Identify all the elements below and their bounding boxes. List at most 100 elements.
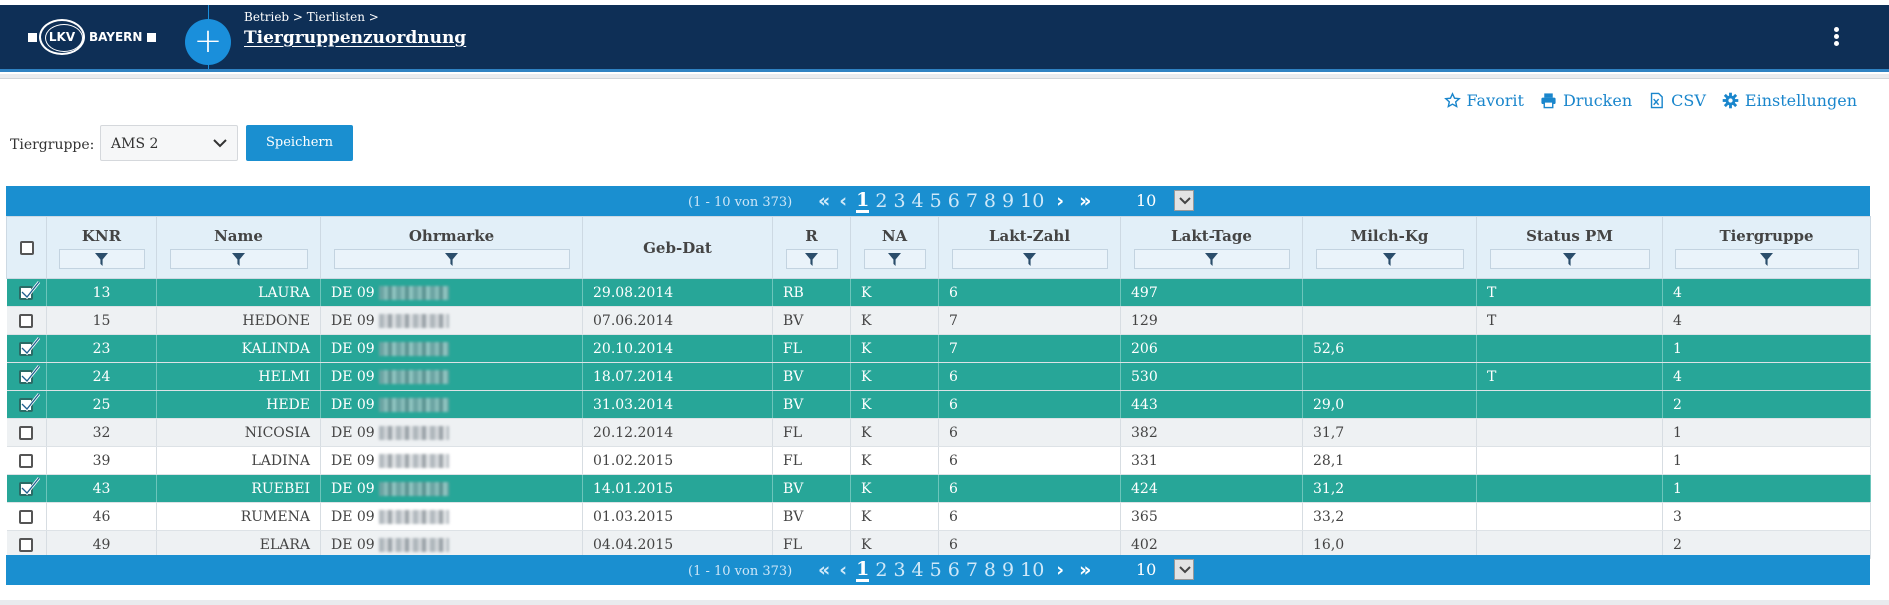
drucken-action[interactable]: Drucken xyxy=(1540,91,1632,110)
page-link[interactable]: 7 xyxy=(965,190,978,212)
einstellungen-action[interactable]: Einstellungen xyxy=(1722,91,1857,110)
last-page-icon[interactable]: » xyxy=(1079,559,1092,581)
page-link[interactable]: 2 xyxy=(875,190,888,212)
cell-na-value: K xyxy=(861,452,872,469)
filter-knr[interactable] xyxy=(58,249,145,269)
page-size-value: 10 xyxy=(1136,560,1157,579)
table-row[interactable]: 25 HEDE DE 09 31.03.2014 BV K 6 443 29,0 2 xyxy=(6,390,1871,419)
cell-ohrmarke: DE 09 xyxy=(320,362,583,391)
cell-status-value: T xyxy=(1487,368,1497,385)
row-checkbox[interactable] xyxy=(19,336,41,356)
table-row[interactable]: 15 HEDONE DE 09 07.06.2014 BV K 7 129 T 4 xyxy=(6,306,1871,335)
col-knr[interactable]: KNR xyxy=(46,216,157,279)
table-row[interactable]: 43 RUEBEI DE 09 14.01.2015 BV K 6 424 31,2 1 xyxy=(6,474,1871,503)
last-page-icon[interactable]: » xyxy=(1079,190,1092,212)
page-link[interactable]: 2 xyxy=(875,559,888,581)
page-link[interactable]: 10 xyxy=(1020,190,1045,212)
page-link[interactable]: 6 xyxy=(947,190,960,212)
col-gebdat[interactable]: Geb-Dat xyxy=(582,216,773,279)
add-button[interactable]: + xyxy=(185,19,231,65)
cell-milch: 28,1 xyxy=(1302,446,1477,475)
row-checkbox[interactable] xyxy=(19,313,34,328)
lkv-logo[interactable]: LKV BAYERN xyxy=(28,17,157,57)
filter-tiergruppe[interactable] xyxy=(1674,249,1859,269)
breadcrumb[interactable]: Betrieb > Tierlisten > xyxy=(244,10,379,24)
tiergruppe-select[interactable]: AMS 2 xyxy=(100,125,238,161)
cell-ohrmarke: DE 09 xyxy=(320,306,583,335)
row-checkbox[interactable] xyxy=(19,392,41,412)
next-page-icon[interactable]: › xyxy=(1056,559,1065,581)
filter-milch[interactable] xyxy=(1315,249,1464,269)
table-row[interactable]: 13 LAURA DE 09 29.08.2014 RB K 6 497 T 4 xyxy=(6,278,1871,307)
next-page-icon[interactable]: › xyxy=(1056,190,1065,212)
col-laktzahl[interactable]: Lakt-Zahl xyxy=(938,216,1121,279)
page-link[interactable]: 6 xyxy=(947,559,960,581)
table-row[interactable]: 24 HELMI DE 09 18.07.2014 BV K 6 530 T 4 xyxy=(6,362,1871,391)
filter-r[interactable] xyxy=(785,249,838,269)
first-page-icon[interactable]: « xyxy=(818,559,831,581)
page-link[interactable]: 10 xyxy=(1020,559,1045,581)
filter-laktzahl[interactable] xyxy=(951,249,1108,269)
select-all-checkbox[interactable] xyxy=(19,240,34,255)
row-checkbox[interactable] xyxy=(19,453,34,468)
filter-status[interactable] xyxy=(1489,249,1650,269)
row-checkbox[interactable] xyxy=(19,425,34,440)
more-menu-icon[interactable] xyxy=(1828,25,1844,49)
page-link[interactable]: 4 xyxy=(911,559,924,581)
cell-ohrmarke-value: DE 09 xyxy=(331,340,375,357)
col-name[interactable]: Name xyxy=(156,216,321,279)
page-link[interactable]: 1 xyxy=(856,557,870,582)
page-link[interactable]: 4 xyxy=(911,190,924,212)
save-button[interactable]: Speichern xyxy=(246,125,353,161)
page-link[interactable]: 9 xyxy=(1002,559,1015,581)
row-checkbox[interactable] xyxy=(19,509,34,524)
page-link[interactable]: 8 xyxy=(983,559,997,581)
redacted-eartag xyxy=(378,537,449,552)
table-row[interactable]: 49 ELARA DE 09 04.04.2015 FL K 6 402 16,0 2 xyxy=(6,530,1871,559)
col-na[interactable]: NA xyxy=(850,216,939,279)
prev-page-icon[interactable]: ‹ xyxy=(839,559,848,581)
page-link[interactable]: 3 xyxy=(893,559,906,581)
favorit-action[interactable]: Favorit xyxy=(1443,91,1524,110)
row-checkbox[interactable] xyxy=(19,537,34,552)
row-checkbox[interactable] xyxy=(19,280,41,300)
csv-file-icon xyxy=(1650,92,1664,109)
prev-page-icon[interactable]: ‹ xyxy=(839,190,848,212)
cell-na: K xyxy=(850,334,939,363)
table-row[interactable]: 39 LADINA DE 09 01.02.2015 FL K 6 331 28,1 1 xyxy=(6,446,1871,475)
filter-lakttage[interactable] xyxy=(1133,249,1290,269)
cell-milch-value: 31,7 xyxy=(1313,424,1345,441)
animal-table: KNR Name Ohrmarke Geb-Dat R NA Lakt-Zahl… xyxy=(6,216,1871,559)
page-size-dropdown[interactable] xyxy=(1174,559,1194,580)
row-checkbox[interactable] xyxy=(19,476,41,496)
page-size-dropdown[interactable] xyxy=(1174,190,1194,211)
cell-knr-value: 49 xyxy=(92,536,111,553)
filter-na[interactable] xyxy=(863,249,926,269)
page-link[interactable]: 9 xyxy=(1002,190,1015,212)
row-checkbox[interactable] xyxy=(19,364,41,384)
first-page-icon[interactable]: « xyxy=(818,190,831,212)
page-link[interactable]: 5 xyxy=(929,190,942,212)
cell-milch-value: 52,6 xyxy=(1313,340,1345,357)
col-lakttage[interactable]: Lakt-Tage xyxy=(1120,216,1303,279)
col-milch[interactable]: Milch-Kg xyxy=(1302,216,1477,279)
filter-name[interactable] xyxy=(169,249,308,269)
page-link[interactable]: 7 xyxy=(965,559,978,581)
col-tiergruppe[interactable]: Tiergruppe xyxy=(1662,216,1871,279)
col-status[interactable]: Status PM xyxy=(1476,216,1663,279)
page-link[interactable]: 3 xyxy=(893,190,906,212)
page-link[interactable]: 8 xyxy=(983,190,997,212)
page-link[interactable]: 5 xyxy=(929,559,942,581)
table-row[interactable]: 46 RUMENA DE 09 01.03.2015 BV K 6 365 33,2 3 xyxy=(6,502,1871,531)
col-ohrmarke[interactable]: Ohrmarke xyxy=(320,216,583,279)
col-r[interactable]: R xyxy=(772,216,851,279)
cell-ohrmarke-value: DE 09 xyxy=(331,480,375,497)
checkmark-icon xyxy=(21,280,41,299)
table-row[interactable]: 32 NICOSIA DE 09 20.12.2014 FL K 6 382 31,7 1 xyxy=(6,418,1871,447)
csv-action[interactable]: CSV xyxy=(1648,91,1706,110)
cell-laktzahl: 6 xyxy=(938,278,1121,307)
cell-knr-value: 46 xyxy=(92,508,111,525)
page-link[interactable]: 1 xyxy=(856,188,870,213)
table-row[interactable]: 23 KALINDA DE 09 20.10.2014 FL K 7 206 52,6 1 xyxy=(6,334,1871,363)
filter-ohrmarke[interactable] xyxy=(333,249,570,269)
